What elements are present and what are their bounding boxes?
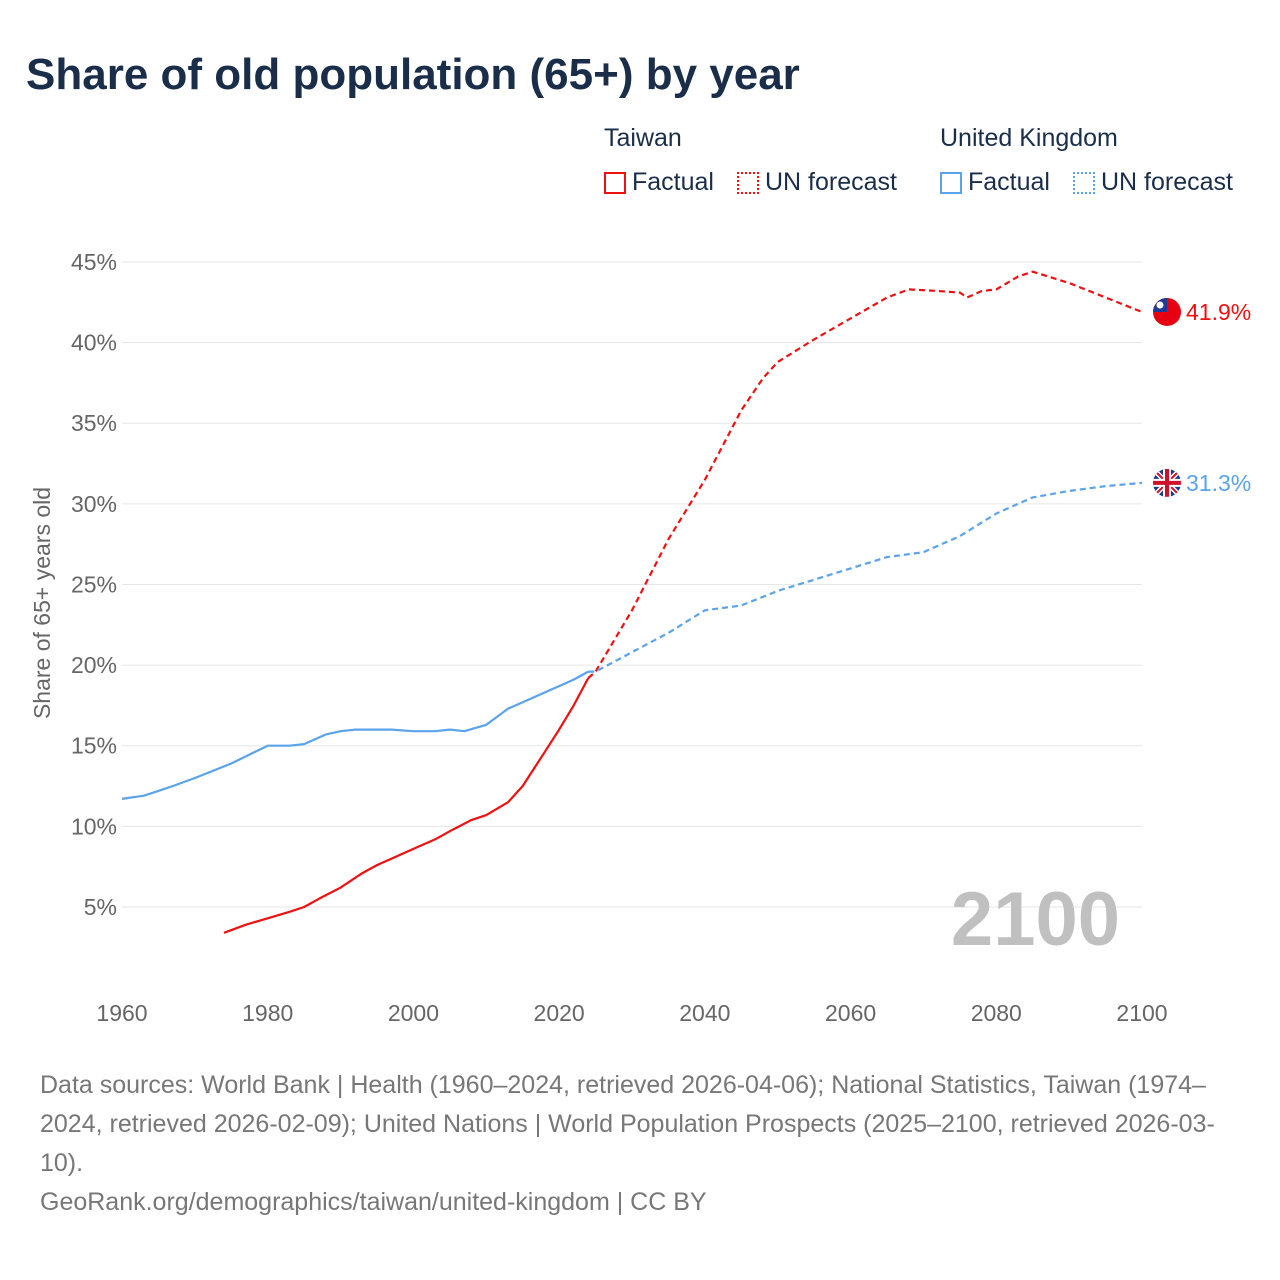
- x-tick-label: 1980: [242, 1000, 293, 1026]
- legend-swatch-dotted: [737, 171, 759, 194]
- end-value-label: 41.9%: [1186, 299, 1251, 325]
- x-tick-label: 2060: [825, 1000, 876, 1026]
- x-tick-label: 1960: [96, 1000, 147, 1026]
- x-tick-label: 2020: [534, 1000, 585, 1026]
- legend-swatch-dotted: [1073, 171, 1095, 194]
- source-link[interactable]: GeoRank.org/demographics/taiwan/united-k…: [40, 1188, 707, 1216]
- y-tick-label: 40%: [71, 330, 117, 356]
- taiwan-flag-icon: [1153, 297, 1181, 326]
- legend-label: Factual: [968, 168, 1050, 196]
- series-line-united-kingdom-factual[interactable]: [121, 670, 589, 800]
- year-watermark: 2100: [951, 877, 1120, 962]
- x-tick-label: 2080: [971, 1000, 1022, 1026]
- x-tick-label: 2100: [1116, 1000, 1167, 1026]
- y-tick-label: 15%: [71, 733, 117, 759]
- data-sources: Data sources: World Bank | Health (1960–…: [40, 1071, 1215, 1177]
- x-tick-label: 2000: [388, 1000, 439, 1026]
- y-tick-label: 45%: [71, 249, 117, 275]
- y-tick-label: 10%: [71, 813, 117, 839]
- y-tick-label: 25%: [71, 571, 117, 597]
- legend-uk-factual[interactable]: Factual: [940, 168, 1050, 197]
- y-tick-label: 20%: [71, 652, 117, 678]
- legend-uk-forecast[interactable]: UN forecast: [1073, 168, 1233, 197]
- series-line-taiwan-un-forecast[interactable]: [587, 270, 1143, 679]
- legend-label: Factual: [632, 168, 714, 196]
- legend-group-taiwan: Taiwan: [604, 124, 682, 152]
- footer: Data sources: World Bank | Health (1960–…: [40, 1066, 1250, 1222]
- x-tick-label: 2040: [679, 1000, 730, 1026]
- y-tick-label: 30%: [71, 491, 117, 517]
- plot-area: 5% 10% 15% 20% 25% 30% 35% 40% 45% 1960 1980 2000 20…: [29, 249, 1251, 1026]
- legend-label: UN forecast: [1101, 168, 1233, 196]
- y-axis-label: Share of 65+ years old: [29, 487, 55, 719]
- y-tick-label: 5%: [84, 894, 117, 920]
- series-line-united-kingdom-un-forecast[interactable]: [588, 481, 1143, 673]
- legend-group-uk: United Kingdom: [940, 124, 1118, 152]
- legend-taiwan-factual[interactable]: Factual: [604, 168, 714, 197]
- chart-title: Share of old population (65+) by year: [26, 50, 800, 99]
- series-line-taiwan-factual[interactable]: [223, 677, 590, 934]
- legend-swatch-solid: [604, 171, 626, 194]
- legend-label: UN forecast: [765, 168, 897, 196]
- legend-swatch-solid: [940, 171, 962, 194]
- uk-flag-icon: [1153, 468, 1181, 497]
- end-value-label: 31.3%: [1186, 470, 1251, 496]
- legend-taiwan-forecast[interactable]: UN forecast: [737, 168, 897, 197]
- y-tick-label: 35%: [71, 410, 117, 436]
